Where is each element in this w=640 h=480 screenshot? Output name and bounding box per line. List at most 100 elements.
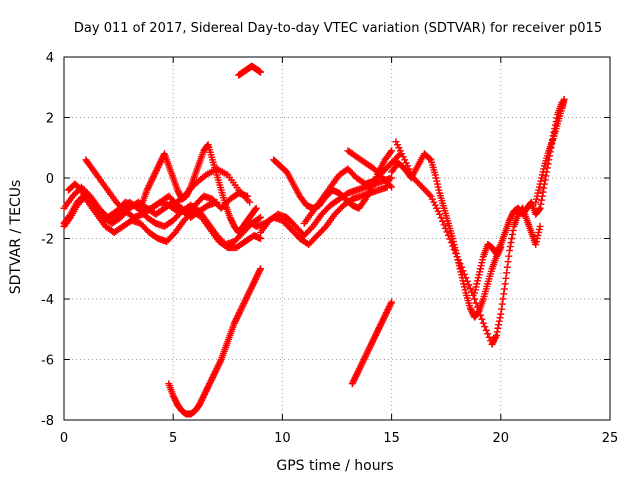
x-tick-label: 25 bbox=[602, 431, 619, 446]
data-point bbox=[535, 205, 543, 213]
data-point bbox=[478, 315, 486, 323]
data-point bbox=[500, 285, 508, 293]
data-point bbox=[481, 323, 489, 331]
data-point bbox=[482, 326, 490, 334]
data-point bbox=[441, 224, 449, 232]
data-point bbox=[425, 191, 433, 199]
data-point bbox=[466, 284, 474, 292]
y-tick-label: -8 bbox=[41, 414, 54, 429]
data-point bbox=[321, 224, 329, 232]
data-point bbox=[446, 235, 454, 243]
data-point bbox=[256, 266, 264, 274]
data-point bbox=[492, 333, 500, 341]
data-point bbox=[536, 222, 544, 230]
data-point bbox=[479, 319, 487, 327]
data-point bbox=[503, 269, 511, 277]
data-point bbox=[174, 207, 182, 215]
data-point bbox=[308, 224, 316, 232]
data-point bbox=[462, 274, 470, 282]
data-point bbox=[505, 252, 513, 260]
data-point bbox=[509, 226, 517, 234]
data-point bbox=[539, 188, 547, 196]
data-point bbox=[172, 206, 180, 214]
series-arc8 bbox=[165, 265, 265, 418]
data-point bbox=[213, 198, 221, 206]
data-point bbox=[452, 249, 460, 257]
data-point bbox=[65, 212, 73, 220]
data-point bbox=[472, 299, 480, 307]
data-point bbox=[492, 331, 500, 339]
data-point bbox=[507, 239, 515, 247]
y-axis-label: SDTVAR / TECUs bbox=[8, 180, 24, 295]
y-tick-label: -6 bbox=[41, 354, 54, 369]
data-point bbox=[499, 295, 507, 303]
data-point bbox=[203, 142, 211, 150]
data-point bbox=[257, 265, 265, 273]
x-tick-label: 15 bbox=[383, 431, 400, 446]
data-point bbox=[440, 221, 448, 229]
data-point bbox=[453, 253, 461, 261]
data-point bbox=[560, 95, 568, 103]
x-tick-label: 10 bbox=[274, 431, 291, 446]
data-point bbox=[538, 196, 546, 204]
data-points bbox=[60, 62, 568, 418]
data-point bbox=[170, 230, 178, 238]
data-point bbox=[455, 256, 463, 264]
data-point bbox=[426, 155, 434, 163]
data-point bbox=[444, 231, 452, 239]
data-point bbox=[485, 333, 493, 341]
data-point bbox=[94, 172, 102, 180]
series-arc7 bbox=[169, 165, 254, 209]
x-axis-label: GPS time / hours bbox=[276, 458, 393, 474]
data-point bbox=[500, 290, 508, 298]
data-point bbox=[496, 314, 504, 322]
y-tick-label: 4 bbox=[46, 51, 54, 66]
data-point bbox=[540, 184, 548, 192]
data-point bbox=[387, 148, 395, 156]
y-tick-label: 2 bbox=[46, 112, 54, 127]
data-point bbox=[493, 328, 501, 336]
y-tick-label: 0 bbox=[46, 172, 54, 187]
data-point bbox=[474, 303, 482, 311]
data-point bbox=[494, 324, 502, 332]
data-point bbox=[257, 235, 265, 242]
data-point bbox=[251, 205, 259, 213]
y-tick-label: -2 bbox=[41, 233, 54, 248]
data-point bbox=[537, 200, 545, 208]
x-tick-label: 5 bbox=[169, 431, 177, 446]
data-point bbox=[508, 235, 516, 242]
data-point bbox=[388, 183, 396, 191]
data-point bbox=[497, 310, 505, 318]
data-point bbox=[89, 197, 97, 205]
data-point bbox=[542, 172, 550, 180]
chart-title: Day 011 of 2017, Sidereal Day-to-day VTE… bbox=[74, 21, 602, 36]
data-point bbox=[255, 214, 263, 222]
data-point bbox=[450, 246, 458, 254]
data-point bbox=[495, 317, 503, 325]
data-point bbox=[439, 217, 447, 225]
data-point bbox=[471, 295, 479, 303]
series-arc14 bbox=[348, 298, 396, 388]
axis-ticks: 0 5 10 15 20 25 -8 -6 -4 -2 0 2 4 bbox=[41, 51, 618, 446]
data-point bbox=[257, 213, 265, 221]
data-point bbox=[484, 330, 492, 338]
series-arc5 bbox=[82, 156, 182, 221]
data-point bbox=[501, 280, 509, 288]
data-point bbox=[465, 281, 473, 289]
data-point bbox=[457, 263, 465, 271]
data-point bbox=[476, 311, 484, 319]
data-point bbox=[541, 176, 549, 184]
data-point bbox=[502, 274, 510, 282]
data-point bbox=[503, 263, 511, 271]
data-point bbox=[495, 321, 503, 329]
data-point bbox=[460, 270, 468, 278]
data-point bbox=[360, 197, 368, 205]
data-point bbox=[504, 258, 512, 266]
data-point bbox=[498, 300, 506, 308]
data-point bbox=[449, 242, 457, 250]
series-arc6 bbox=[139, 141, 260, 236]
data-point bbox=[257, 68, 265, 76]
series-arc15 bbox=[344, 147, 396, 191]
data-point bbox=[246, 198, 254, 206]
y-tick-label: -4 bbox=[41, 293, 54, 308]
